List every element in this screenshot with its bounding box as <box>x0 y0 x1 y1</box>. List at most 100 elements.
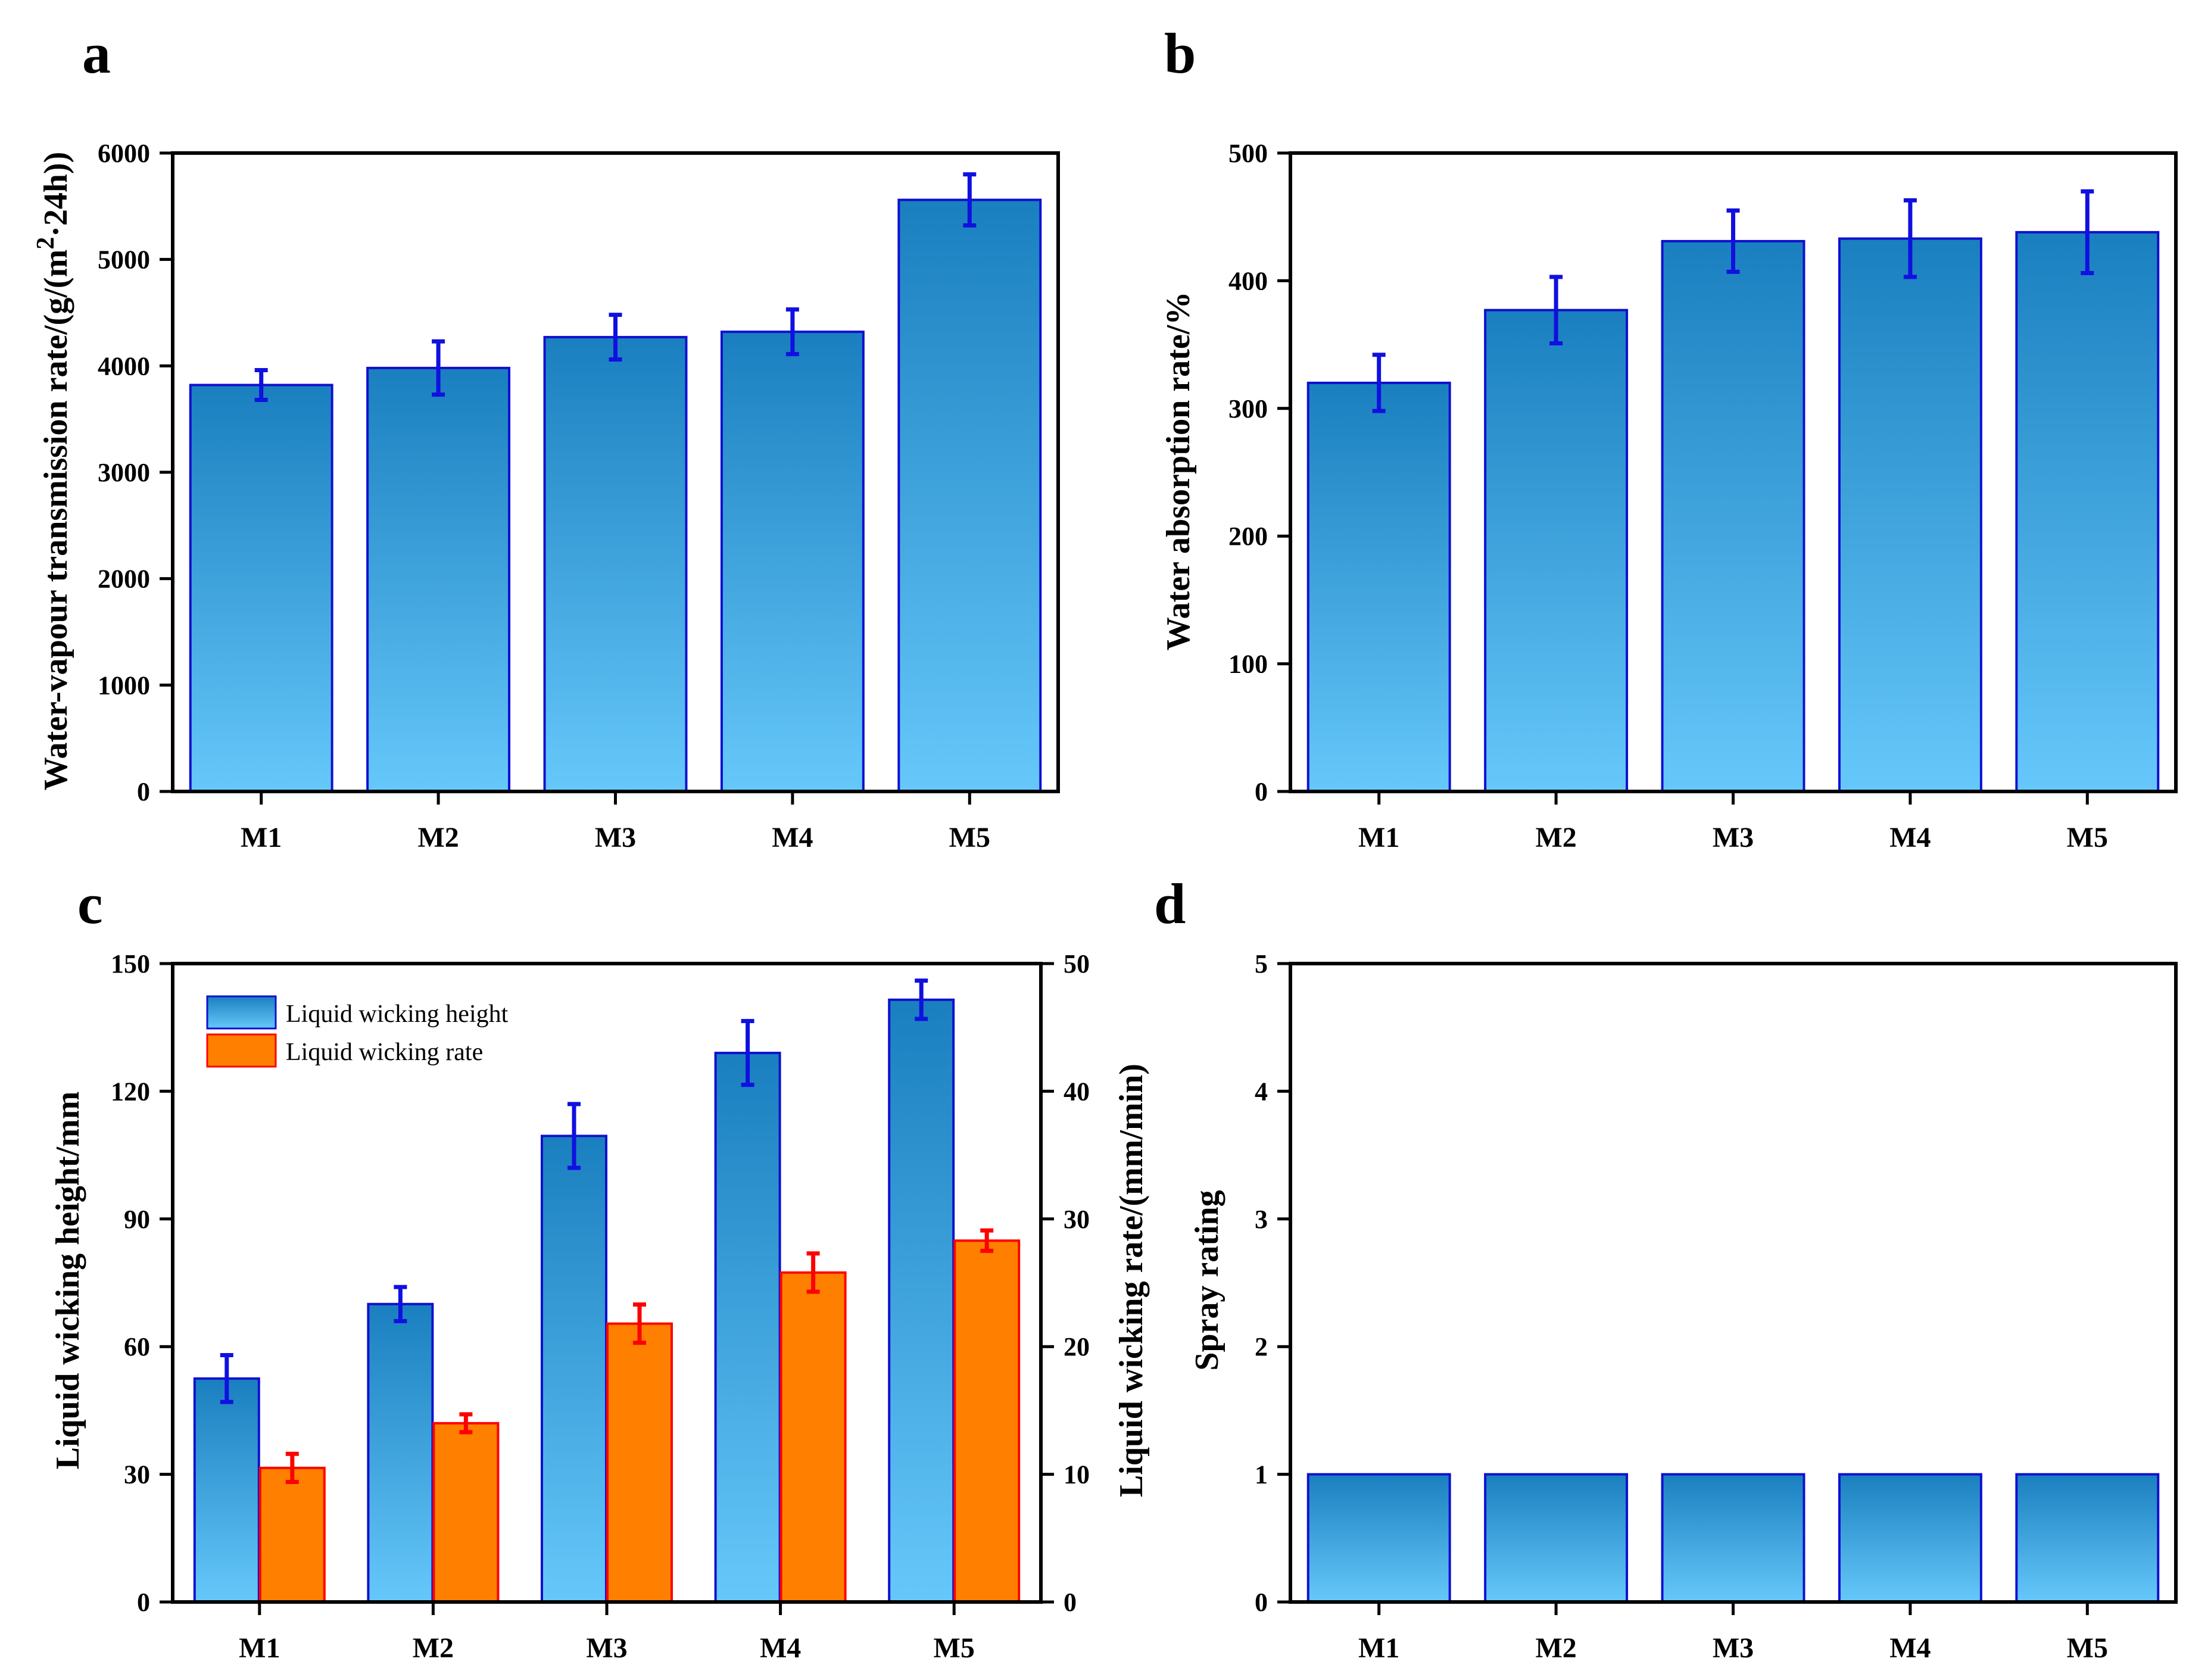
panel-c-ytick-label: 60 <box>124 1332 150 1361</box>
panel-a-ytick-label: 3000 <box>98 458 150 487</box>
panel-a-xtick-label: M3 <box>595 822 636 853</box>
panel-d-xtick-label: M1 <box>1358 1632 1399 1664</box>
panel-d-xtick-label: M5 <box>2067 1632 2108 1664</box>
panel-d-ytick-label: 4 <box>1255 1077 1268 1106</box>
panel-a-ylabel-tail: ·24h)) <box>38 152 74 237</box>
panel-c-letter: c <box>77 872 103 936</box>
panel-d-xtick-label: M2 <box>1535 1632 1576 1664</box>
panel-c-ytick-right-label: 10 <box>1064 1460 1090 1489</box>
panel-d: d 0 1 2 3 4 5 M1 M2 M3 M4 M5 Spray rating <box>1154 872 2178 1664</box>
panel-a-ylabel: Water-vapour transmission rate/(g/(m2·24… <box>32 152 74 790</box>
panel-c-bar-rate <box>432 1422 500 1604</box>
panel-d-ytick-label: 1 <box>1255 1460 1268 1489</box>
panel-c-ytick-label: 120 <box>111 1077 150 1106</box>
panel-d-bar <box>1661 1473 1805 1604</box>
panel-c: c 0 30 60 90 120 150 0 10 20 30 40 50 M1 M2 M3 M4 M5 Liq… <box>49 872 1150 1664</box>
panel-c-bar-height <box>888 998 955 1604</box>
panel-b-letter: b <box>1164 21 1196 85</box>
panel-b-plot-area: 0 100 200 300 400 500 M1 M2 M3 M4 M5 <box>1228 139 2178 853</box>
panel-b-xtick-label: M2 <box>1535 822 1576 853</box>
panel-b-xtick-label: M5 <box>2067 822 2108 853</box>
panel-b-bar <box>2015 230 2160 793</box>
panel-d-ytick-label: 0 <box>1255 1588 1268 1617</box>
panel-a-letter: a <box>82 21 111 85</box>
legend-label-height: Liquid wicking height <box>286 1000 509 1028</box>
panel-d-frame <box>1289 962 2178 1604</box>
panel-b-bar <box>1661 239 1805 793</box>
legend-swatch-rate <box>206 1033 277 1068</box>
panel-a-xtick-label: M4 <box>772 822 813 853</box>
panel-a-bar <box>366 366 511 793</box>
panel-c-xtick-label: M2 <box>413 1632 454 1664</box>
panel-a-plot-area: 0 1000 2000 3000 4000 5000 6000 M1 M2 M3 M4 M5 <box>98 139 1060 853</box>
panel-a-ytick-label: 0 <box>137 777 150 806</box>
panel-d-bar <box>1484 1473 1629 1604</box>
panel-c-ytick-right-label: 20 <box>1064 1332 1090 1361</box>
panel-c-bar-rate <box>606 1322 673 1603</box>
panel-a-xtick-label: M5 <box>949 822 990 853</box>
panel-c-ylabel-right: Liquid wicking rate/(mm/min) <box>1113 1064 1150 1497</box>
panel-c-ytick-right-label: 30 <box>1064 1205 1090 1234</box>
panel-c-bar-rate <box>258 1466 326 1603</box>
panel-c-bar-height <box>541 1134 607 1603</box>
panel-a-xtick-label: M1 <box>241 822 282 853</box>
panel-b-xtick-label: M4 <box>1889 822 1931 853</box>
panel-c-ytick-label: 90 <box>124 1205 150 1234</box>
legend-swatch-height <box>206 995 277 1030</box>
panel-c-ytick-right-label: 40 <box>1064 1077 1090 1106</box>
panel-c-xtick-label: M1 <box>239 1632 280 1664</box>
panel-b-ytick-label: 200 <box>1228 522 1268 551</box>
panel-d-letter: d <box>1154 872 1186 936</box>
panel-b-ytick-label: 400 <box>1228 266 1268 295</box>
panel-c-ytick-label: 150 <box>111 949 150 978</box>
panel-a-bar <box>189 384 333 793</box>
panel-a-ytick-label: 5000 <box>98 245 150 275</box>
panel-b-xtick-label: M1 <box>1358 822 1399 853</box>
panel-d-xtick-label: M3 <box>1713 1632 1754 1664</box>
panel-a: a 0 1000 2000 3000 4000 5000 6000 M1 M2 M3 M4 M5 Wa… <box>32 21 1060 853</box>
panel-c-ytick-label: 0 <box>137 1588 150 1617</box>
panel-a-ytick-label: 1000 <box>98 671 150 700</box>
panel-a-ytick-label: 2000 <box>98 565 150 594</box>
panel-a-ylabel-main: Water-vapour transmission rate/(g/(m <box>38 250 74 790</box>
panel-d-bar <box>1838 1473 1982 1604</box>
panel-c-bar-height <box>714 1052 781 1603</box>
panel-a-ytick-label: 6000 <box>98 139 150 168</box>
panel-d-ylabel: Spray rating <box>1189 1190 1225 1370</box>
panel-d-bar <box>2015 1473 2160 1604</box>
panel-d-xtick-label: M4 <box>1889 1632 1931 1664</box>
panel-b-bar <box>1838 237 1982 793</box>
panel-d-ytick-label: 3 <box>1255 1205 1268 1234</box>
panel-a-bar <box>897 198 1042 793</box>
panel-c-ylabel: Liquid wicking height/mm <box>49 1092 86 1470</box>
panel-c-xtick-label: M4 <box>760 1632 801 1664</box>
panel-b-ylabel: Water absorption rate/% <box>1160 292 1197 650</box>
panel-b-bar <box>1306 381 1451 793</box>
panel-c-ytick-right-label: 0 <box>1064 1588 1077 1617</box>
panel-c-legend: Liquid wicking height Liquid wicking rat… <box>206 995 509 1068</box>
panel-d-ytick-label: 5 <box>1255 949 1268 978</box>
panel-c-xtick-label: M3 <box>586 1632 627 1664</box>
panel-c-bar-rate <box>953 1239 1021 1604</box>
panel-c-bar-height <box>367 1302 434 1604</box>
panel-c-xtick-label: M5 <box>934 1632 975 1664</box>
panel-b-ytick-label: 300 <box>1228 394 1268 423</box>
panel-b-xtick-label: M3 <box>1713 822 1754 853</box>
panel-b-ytick-label: 0 <box>1255 777 1268 806</box>
panel-b-ytick-label: 500 <box>1228 139 1268 168</box>
panel-c-frame <box>171 962 1043 1604</box>
panel-a-bar <box>720 331 865 793</box>
panel-b-bar <box>1484 308 1629 793</box>
panel-b: b 0 100 200 300 400 500 M1 M2 M3 M4 M5 Water absor… <box>1160 21 2178 853</box>
panel-d-ytick-label: 2 <box>1255 1332 1268 1361</box>
panel-a-bar <box>543 336 688 793</box>
legend-label-rate: Liquid wicking rate <box>286 1039 483 1066</box>
panel-c-bar-height <box>193 1377 260 1604</box>
panel-c-ytick-label: 30 <box>124 1460 150 1489</box>
panel-a-xtick-label: M2 <box>417 822 459 853</box>
panel-a-ytick-label: 4000 <box>98 351 150 381</box>
panel-c-ytick-right-label: 50 <box>1064 949 1090 978</box>
panel-a-ylabel-sup: 2 <box>32 237 60 250</box>
panel-b-frame <box>1289 151 2178 793</box>
